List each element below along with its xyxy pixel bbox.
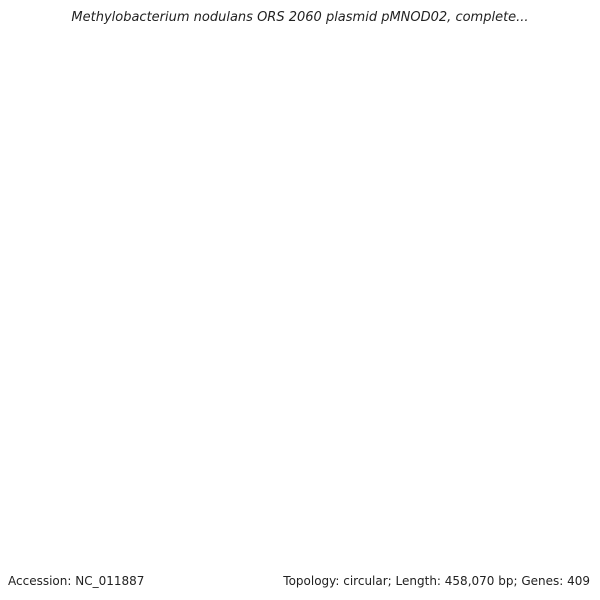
summary-text: Topology: circular; Length: 458,070 bp; … [283,574,590,588]
accession-text: Accession: NC_011887 [8,574,145,588]
map-title: Methylobacterium nodulans ORS 2060 plasm… [71,10,529,25]
